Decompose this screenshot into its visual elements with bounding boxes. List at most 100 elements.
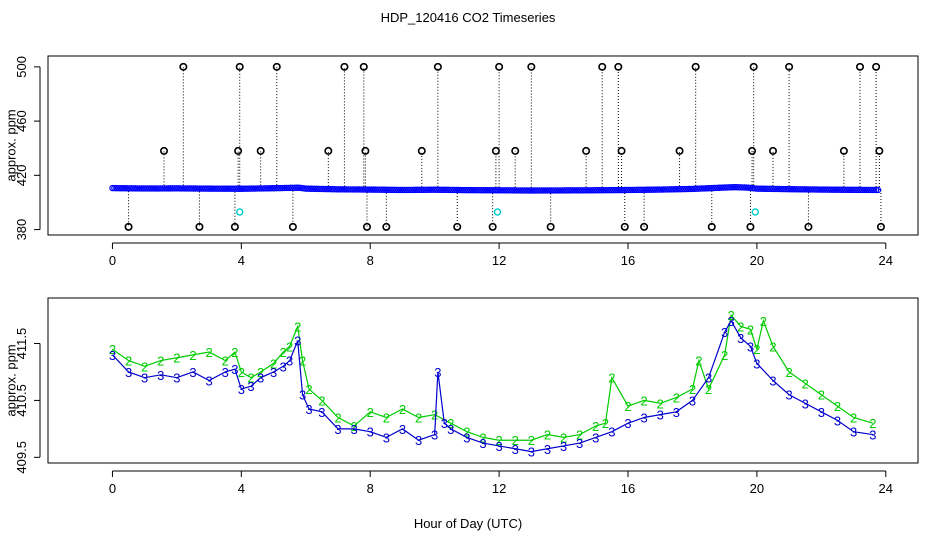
baseline-point: [190, 185, 197, 192]
outlier-point: [746, 222, 755, 231]
baseline-point: [555, 187, 563, 194]
baseline-point: [372, 186, 379, 193]
series-marker-2: 2: [737, 319, 744, 334]
baseline-point: [644, 186, 652, 193]
outlier-point: [235, 62, 244, 71]
baseline-point: [310, 185, 317, 192]
series-marker-2: 2: [141, 359, 148, 374]
baseline-point: [256, 185, 263, 192]
baseline-point: [780, 185, 787, 193]
baseline-point: [482, 186, 489, 194]
outlier-point: [179, 62, 188, 71]
outlier-point: [785, 62, 794, 71]
series-marker-2: 2: [318, 393, 325, 408]
baseline-point: [292, 184, 300, 191]
baseline-point: [356, 186, 364, 193]
series-marker-2: 2: [334, 410, 341, 425]
baseline-point: [254, 185, 261, 192]
baseline-point: [269, 185, 277, 192]
series-marker-3: 3: [495, 439, 502, 454]
series-marker-3: 3: [141, 371, 148, 386]
x-tick-label: 16: [621, 253, 635, 268]
series-marker-3: 3: [399, 422, 406, 437]
series-marker-2: 2: [602, 416, 609, 431]
baseline-point: [851, 186, 859, 194]
baseline-point: [811, 186, 818, 193]
series-marker-3: 3: [383, 430, 390, 445]
baseline-point: [275, 184, 282, 192]
baseline-point: [401, 186, 408, 194]
baseline-point: [683, 185, 690, 193]
baseline-point: [395, 186, 402, 194]
series-marker-3: 3: [592, 430, 599, 445]
baseline-point: [801, 186, 808, 193]
plot-frame: [47, 297, 919, 464]
baseline-point: [673, 186, 681, 193]
baseline-point: [267, 185, 275, 192]
baseline-point: [853, 186, 860, 194]
outlier-point: [804, 222, 813, 231]
baseline-point: [863, 186, 870, 194]
y-axis-label: approx. ppm: [3, 109, 18, 181]
series-marker-2: 2: [721, 348, 728, 363]
baseline-point: [422, 186, 429, 193]
baseline-point: [493, 187, 501, 194]
series-marker-2: 2: [512, 433, 519, 448]
baseline-point: [495, 187, 503, 194]
baseline-point: [376, 186, 383, 193]
outlier-point: [272, 62, 281, 71]
baseline-point: [435, 186, 443, 193]
series-marker-2: 2: [173, 351, 180, 366]
baseline-point: [464, 186, 472, 194]
outlier-point: [691, 62, 700, 71]
baseline-point: [302, 185, 309, 192]
baseline-point: [188, 185, 195, 192]
baseline-point: [832, 186, 839, 193]
series-marker-2: 2: [695, 354, 702, 369]
baseline-point: [805, 186, 812, 193]
baseline-point: [306, 185, 313, 192]
baseline-point: [147, 185, 155, 192]
baseline-point: [841, 186, 849, 193]
series-marker-3: 3: [479, 436, 486, 451]
baseline-point: [828, 186, 835, 193]
series-marker-3: 3: [721, 325, 728, 340]
baseline-point: [271, 184, 279, 192]
baseline-point: [312, 185, 319, 193]
outlier-point: [598, 62, 607, 71]
series-marker-2: 2: [205, 345, 212, 360]
x-tick-label: 0: [109, 253, 116, 268]
outlier-point: [230, 222, 239, 231]
baseline-point: [681, 185, 688, 193]
baseline-point: [656, 186, 663, 193]
baseline-point: [859, 186, 866, 194]
outlier-point: [488, 222, 497, 231]
series-marker-2: 2: [222, 354, 229, 369]
baseline-point: [662, 186, 669, 193]
baseline-point: [577, 187, 584, 194]
baseline-point: [279, 184, 286, 192]
x-tick-label: 4: [238, 481, 245, 496]
baseline-point: [194, 185, 201, 192]
baseline-point: [128, 185, 135, 192]
baseline-point: [260, 185, 267, 192]
series-marker-2: 2: [640, 393, 647, 408]
baseline-point: [492, 187, 499, 194]
baseline-point: [184, 185, 192, 192]
baseline-point: [198, 185, 205, 192]
baseline-point: [289, 184, 296, 192]
baseline-point: [341, 186, 348, 193]
baseline-point: [623, 186, 630, 194]
plot-frame: [47, 55, 919, 236]
baseline-point: [379, 186, 387, 193]
outlier-point: [675, 146, 684, 155]
baseline-point: [845, 186, 853, 194]
baseline-point: [263, 185, 271, 192]
x-tick-label: 16: [621, 481, 635, 496]
baseline-point: [874, 186, 882, 194]
chart-title: HDP_120416 CO2 Timeseries: [381, 10, 556, 25]
baseline-point: [507, 187, 514, 194]
baseline-point: [163, 185, 170, 192]
baseline-point: [337, 186, 344, 193]
y-tick-label: 409.5: [14, 441, 29, 474]
